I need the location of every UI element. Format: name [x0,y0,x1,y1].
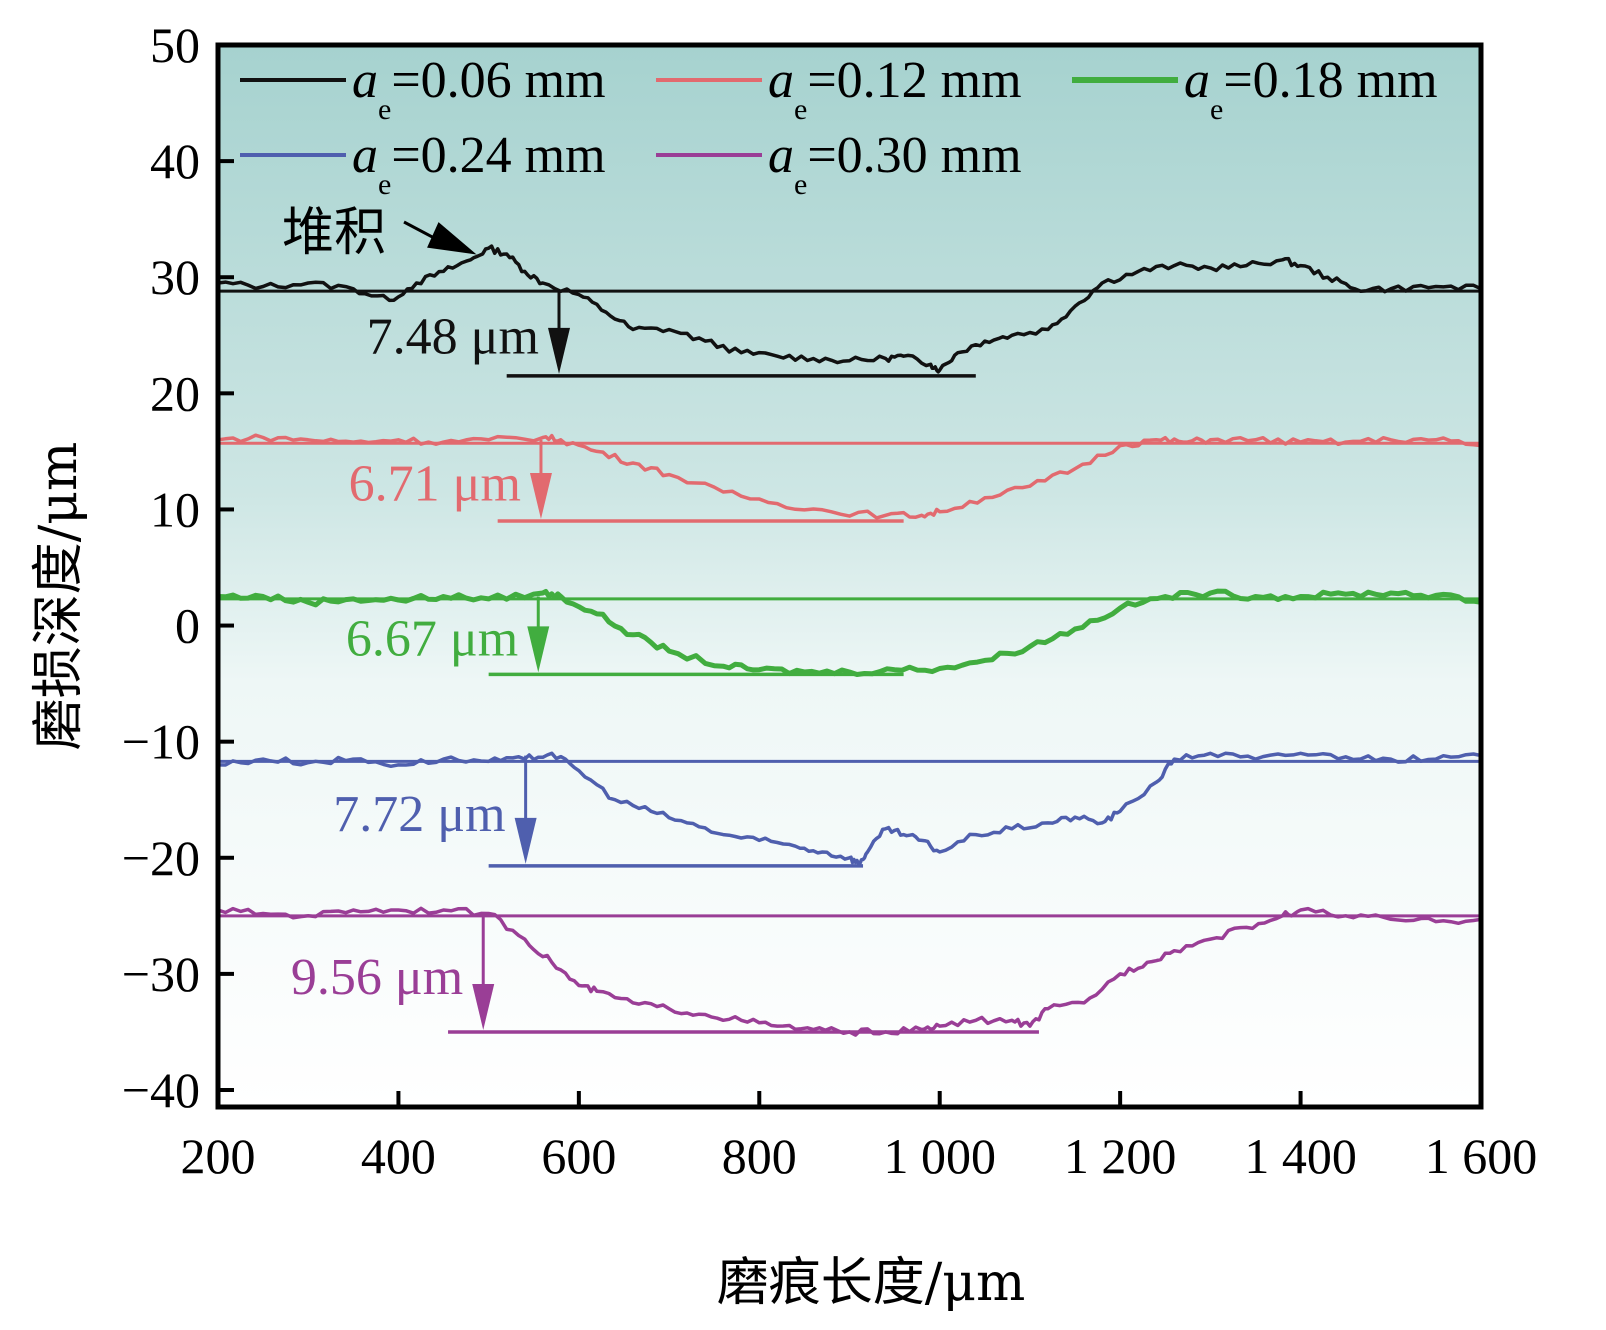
x-tick-label: 1 600 [1425,1128,1538,1184]
legend-symbol: a [1184,52,1210,109]
series-line-2 [217,588,1482,677]
x-tick-label: 200 [181,1128,256,1184]
y-tick-label: −40 [122,1062,200,1118]
depth-label-3: 7.72 μm [333,786,505,843]
pileup-arrow-head [427,222,477,255]
y-axis-title: 磨损深度/μm [29,442,89,751]
depth-arrow-head-0 [548,327,571,374]
legend-subscript: e [1210,93,1223,126]
series-group [217,244,1482,1037]
depth-label-0: 7.48 μm [367,309,539,366]
legend-label-0: ae=0.06 mm [352,52,606,126]
y-tick-label: 10 [150,481,200,537]
legend-symbol: a [768,52,794,109]
depth-arrow-head-1 [529,473,552,520]
y-tick-label: −20 [122,830,200,886]
plot-background [218,45,1481,1107]
x-tick-label: 600 [541,1128,616,1184]
legend-subscript: e [378,168,391,201]
y-tick-label: 40 [150,133,200,189]
legend-symbol: a [352,127,378,184]
legend-label-1: ae=0.12 mm [768,52,1022,126]
depth-arrow-head-3 [514,817,537,864]
depth-arrow-head-2 [527,626,550,673]
legend-subscript: e [378,93,391,126]
y-tick-label: 0 [175,598,200,654]
y-tick-label: 20 [150,365,200,421]
series-line-3 [217,751,1482,866]
legend-label-4: ae=0.30 mm [768,127,1022,201]
legend-subscript: e [794,93,807,126]
x-tick-label: 800 [722,1128,797,1184]
depth-label-2: 6.67 μm [346,610,518,667]
y-tick-label: 30 [150,249,200,305]
depth-label-1: 6.71 μm [349,455,521,512]
legend-value: =0.06 mm [391,52,605,109]
y-axis-ticks: 50 40 30 20 10 0 −10 −20 −30 −40 [122,17,234,1118]
depth-arrow-head-4 [472,983,495,1030]
legend-value: =0.30 mm [807,127,1021,184]
legend-value: =0.24 mm [391,127,605,184]
x-tick-label: 1 400 [1244,1128,1357,1184]
pileup-annotation-label: 堆积 [282,203,386,263]
series-line-1 [217,433,1482,520]
x-tick-label: 1 200 [1064,1128,1177,1184]
legend-value: =0.18 mm [1223,52,1437,109]
y-tick-label: −30 [122,946,200,1002]
legend-symbol: a [352,52,378,109]
legend-label-2: ae=0.18 mm [1184,52,1438,126]
legend-symbol: a [768,127,794,184]
legend-label-3: ae=0.24 mm [352,127,606,201]
plot-frame [215,42,1484,1110]
series-line-0 [217,244,1482,374]
legend-value: =0.12 mm [807,52,1021,109]
legend-subscript: e [794,168,807,201]
y-tick-label: −10 [122,714,200,770]
depth-arrows: 7.48 μm 6.71 μm 6.67 μm 7.72 μm 9.56 μm [291,291,571,1030]
series-line-4 [217,906,1482,1037]
depth-label-4: 9.56 μm [291,949,463,1006]
x-tick-label: 1 000 [883,1128,996,1184]
x-axis-title: 磨痕长度/μm [717,1253,1026,1313]
x-tick-label: 400 [361,1128,436,1184]
pileup-annotation: 堆积 [282,203,477,263]
y-tick-label: 50 [150,17,200,73]
x-axis-ticks: 200 400 600 800 1 000 1 200 1 400 1 600 [181,1091,1538,1184]
